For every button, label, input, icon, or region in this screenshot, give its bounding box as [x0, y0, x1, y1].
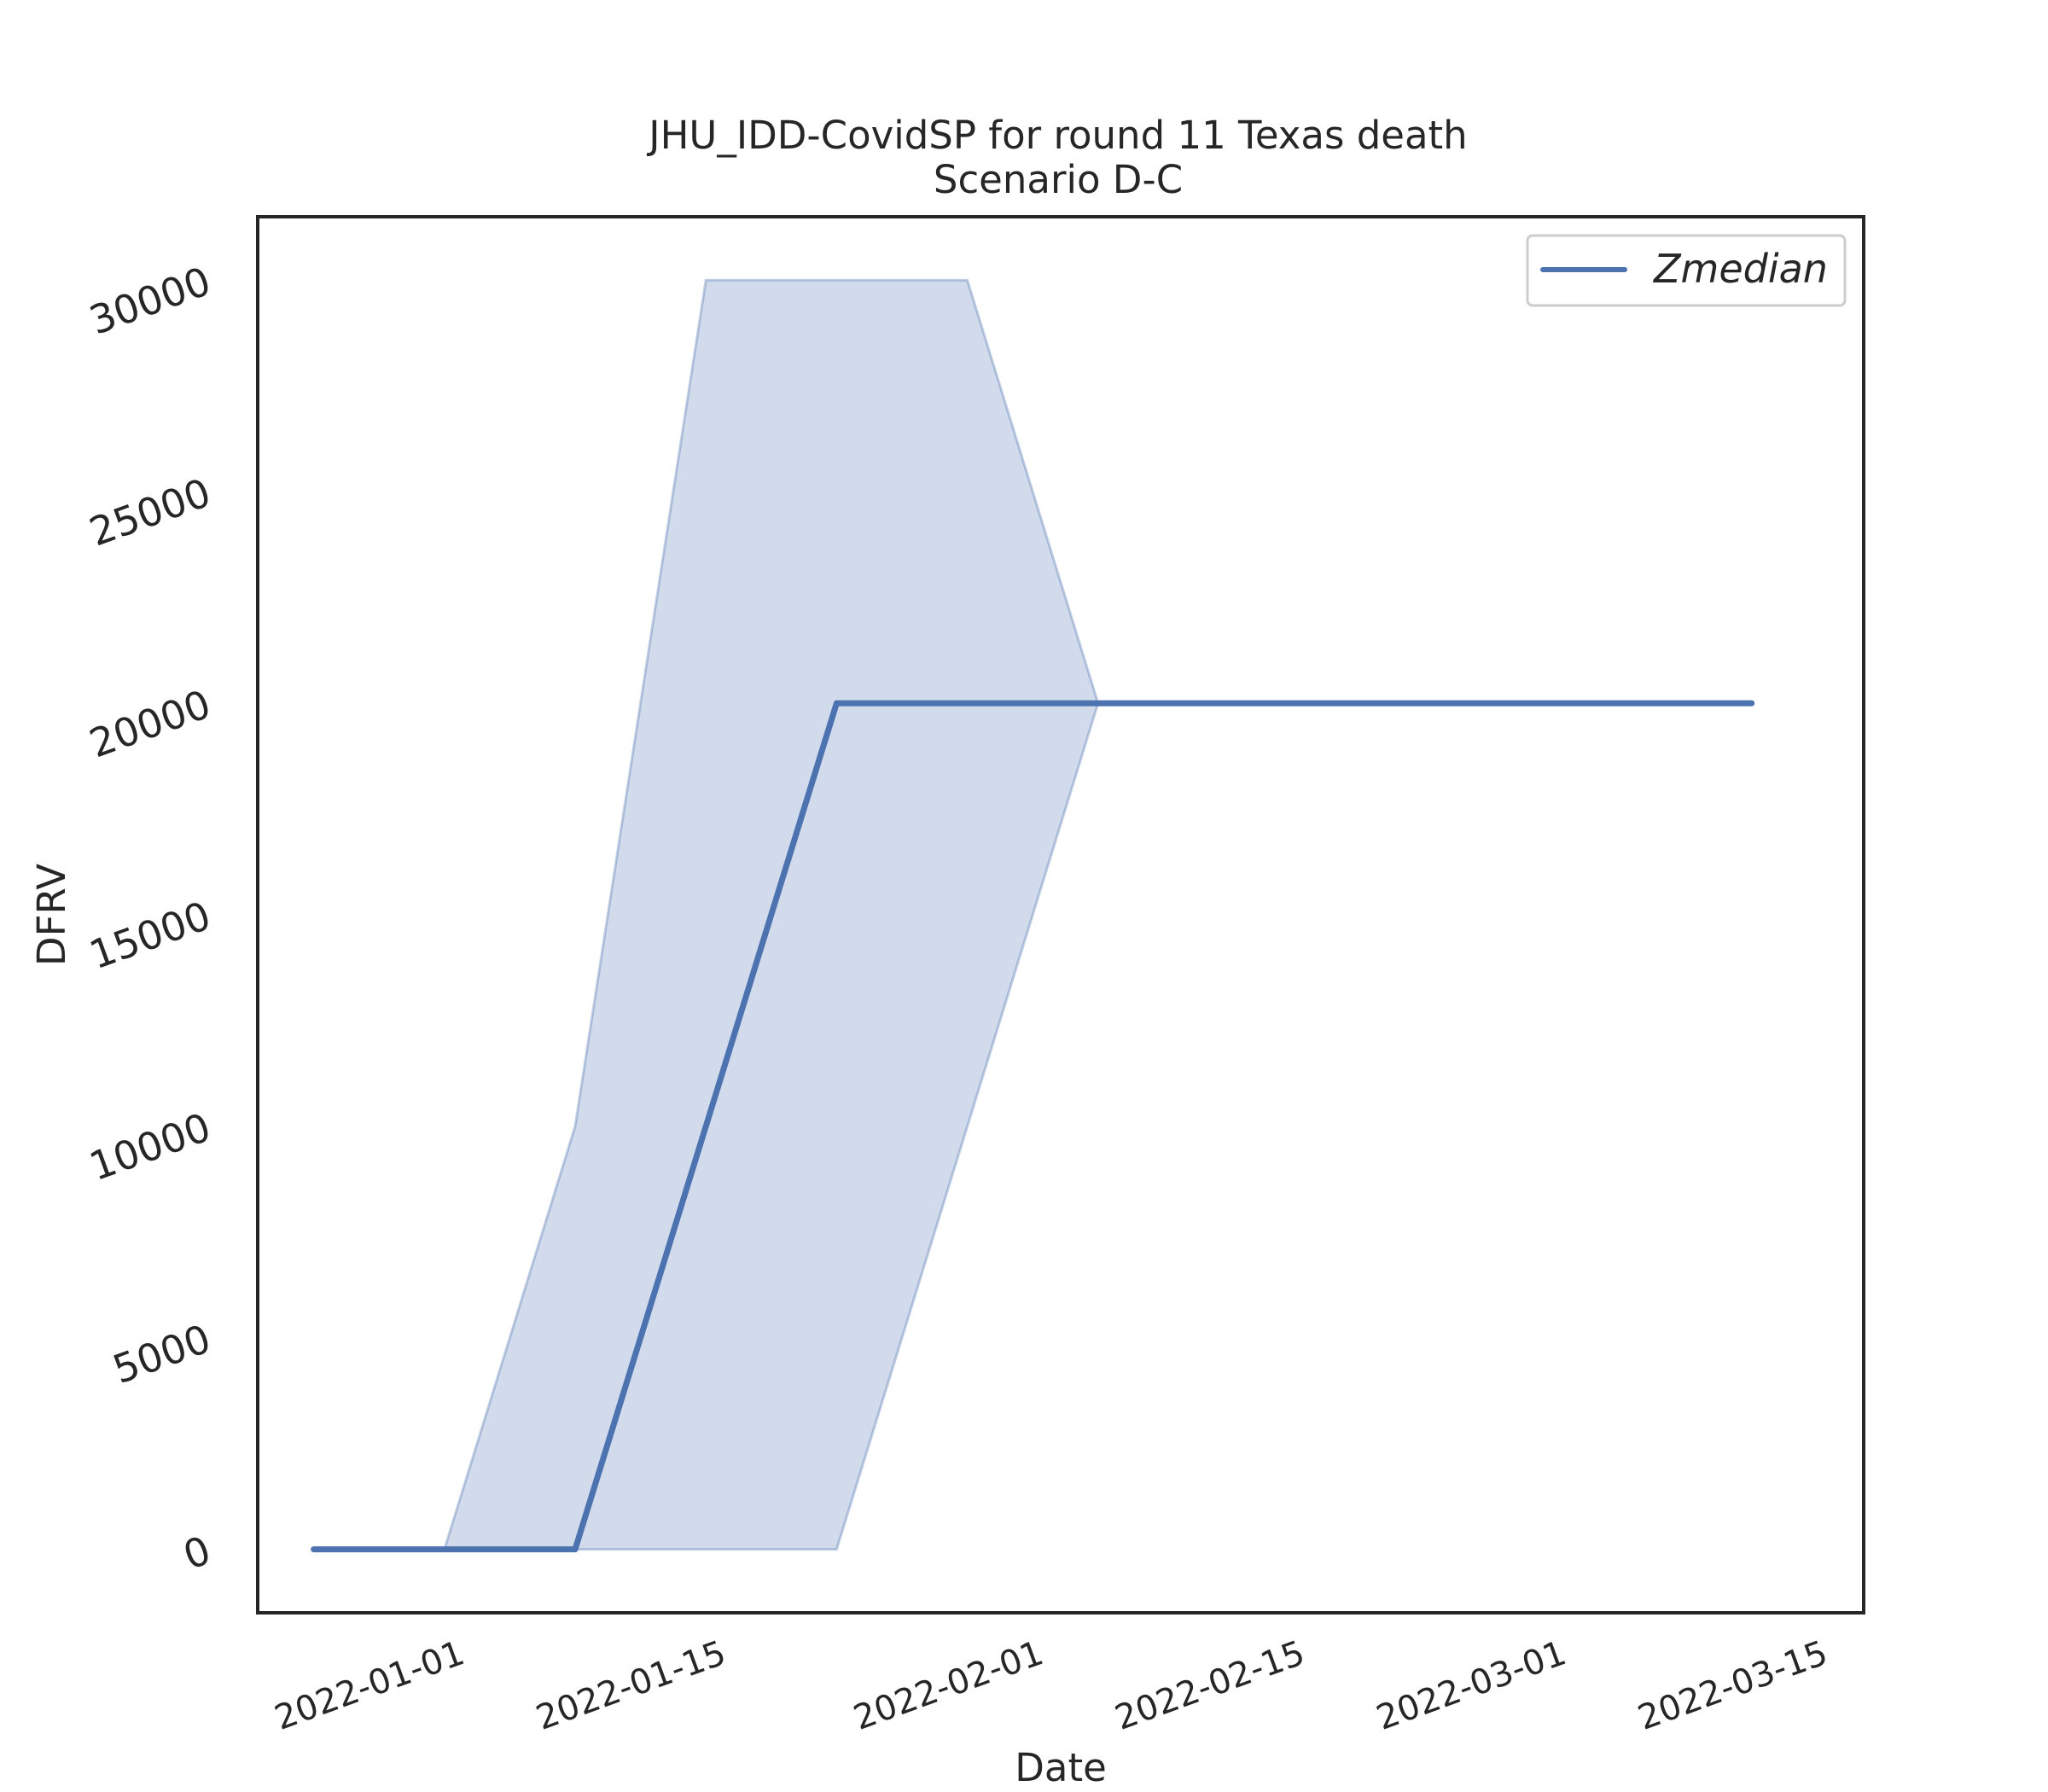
x-tick-label: 2022-03-01	[1371, 1633, 1571, 1738]
legend-label-zmedian: Zmedian	[1652, 246, 1828, 292]
chart-title: JHU_IDD-CovidSP for round 11 Texas death	[646, 113, 1467, 158]
y-tick-label: 20000	[84, 681, 217, 767]
x-tick-label: 2022-03-15	[1633, 1633, 1833, 1738]
legend: Zmedian	[1526, 234, 1847, 307]
y-tick-label: 30000	[84, 258, 217, 344]
series-line-zmedian	[311, 700, 1755, 1553]
y-tick-label: 5000	[107, 1315, 216, 1393]
y-axis-label: DFRV	[29, 864, 74, 966]
x-tick-label: 2022-01-15	[531, 1633, 730, 1738]
x-axis-label: Date	[1015, 1745, 1107, 1790]
legend-box	[1526, 234, 1847, 307]
x-tick-label: 2022-02-15	[1110, 1633, 1310, 1738]
y-tick-label: 10000	[84, 1103, 217, 1190]
plot-frame	[256, 215, 1865, 1615]
y-tick-label: 15000	[84, 893, 217, 979]
chart-subtitle: Scenario D-C	[934, 157, 1183, 202]
x-tick-label: 2022-02-01	[848, 1633, 1048, 1738]
y-tick-label: 25000	[84, 469, 217, 556]
plot-area	[258, 217, 1864, 1613]
y-tick-label: 0	[177, 1527, 217, 1579]
x-tick-label: 2022-01-01	[270, 1633, 469, 1738]
